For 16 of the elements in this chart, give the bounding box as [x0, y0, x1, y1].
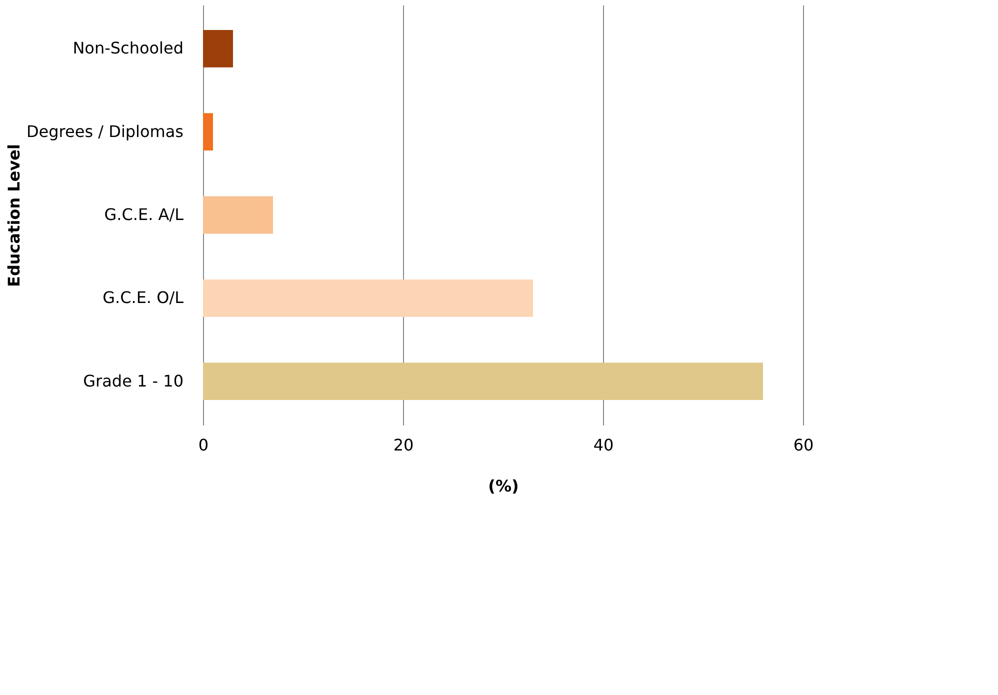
x-tick-label: 0 — [198, 436, 209, 454]
y-tick-label: Grade 1 - 10 — [83, 371, 184, 390]
x-axis-title: (%) — [488, 476, 519, 496]
y-tick-label: G.C.E. O/L — [102, 288, 184, 308]
bar — [203, 362, 763, 400]
x-tick-label: 20 — [393, 436, 414, 454]
y-tick-label: G.C.E. A/L — [104, 205, 184, 224]
y-axis-title: Education Level — [4, 144, 24, 287]
bar — [203, 196, 273, 234]
y-tick-label: Non-Schooled — [72, 38, 184, 58]
bar — [203, 113, 213, 151]
x-tick-label: 40 — [593, 436, 614, 454]
x-tick-label: 60 — [793, 436, 814, 454]
bar — [203, 279, 533, 317]
bar — [203, 30, 233, 68]
y-tick-label: Degrees / Diplomas — [26, 122, 184, 141]
